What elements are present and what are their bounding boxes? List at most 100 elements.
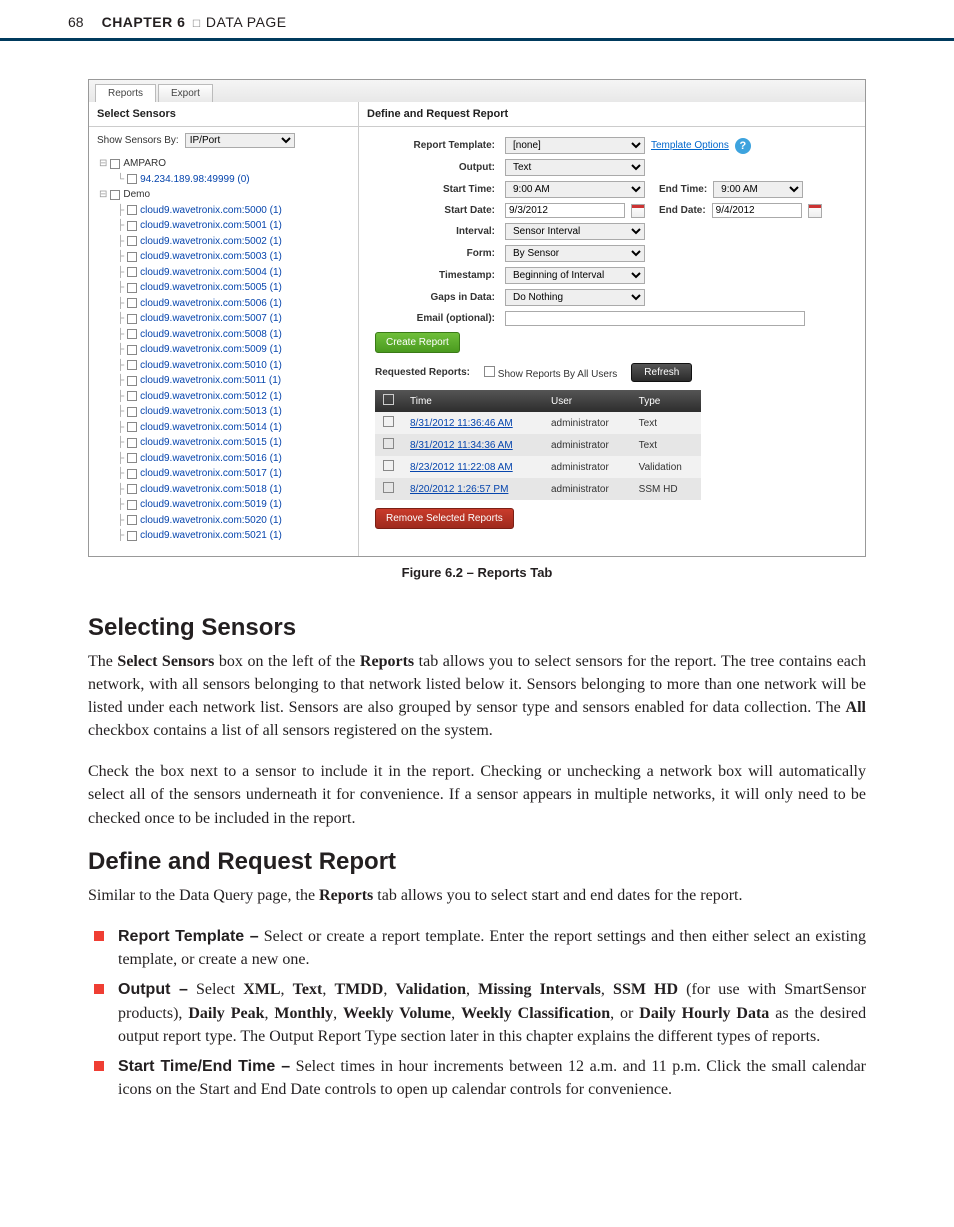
tree-checkbox[interactable]	[127, 298, 137, 308]
report-template-select[interactable]: [none]	[505, 137, 645, 154]
help-icon[interactable]: ?	[735, 138, 751, 154]
sensor-tree: ⊟AMPARO └94.234.189.98:49999 (0) ⊟Demo ├…	[89, 154, 358, 548]
remove-selected-button[interactable]: Remove Selected Reports	[375, 508, 514, 529]
form-select[interactable]: By Sensor	[505, 245, 645, 262]
tree-checkbox[interactable]	[127, 407, 137, 417]
cell-time[interactable]: 8/31/2012 11:34:36 AM	[402, 434, 543, 456]
select-sensors-title: Select Sensors	[89, 102, 358, 127]
cell-type: Text	[631, 434, 701, 456]
page-number: 68	[68, 14, 84, 30]
show-all-checkbox[interactable]	[484, 366, 495, 377]
output-select[interactable]: Text	[505, 159, 645, 176]
cell-time[interactable]: 8/23/2012 11:22:08 AM	[402, 456, 543, 478]
show-all-label: Show Reports By All Users	[498, 369, 618, 380]
tree-item-label: cloud9.wavetronix.com:5018 (1)	[140, 482, 282, 498]
gaps-select[interactable]: Do Nothing	[505, 289, 645, 306]
select-all-checkbox[interactable]	[383, 394, 394, 405]
cell-user: administrator	[543, 412, 631, 434]
tree-checkbox[interactable]	[127, 174, 137, 184]
tree-checkbox[interactable]	[127, 345, 137, 355]
tree-checkbox[interactable]	[127, 221, 137, 231]
tab-export[interactable]: Export	[158, 84, 213, 102]
form-label: Form:	[375, 248, 505, 259]
figure-caption: Figure 6.2 – Reports Tab	[88, 565, 866, 580]
cell-user: administrator	[543, 434, 631, 456]
tree-item-label: cloud9.wavetronix.com:5008 (1)	[140, 327, 282, 343]
row-checkbox[interactable]	[383, 460, 394, 471]
tree-checkbox[interactable]	[127, 283, 137, 293]
tree-checkbox[interactable]	[127, 438, 137, 448]
reports-screenshot: Reports Export Select Sensors Show Senso…	[88, 79, 866, 557]
start-date-input[interactable]	[505, 203, 625, 218]
email-input[interactable]	[505, 311, 805, 326]
page-header: 68 CHAPTER 6 ☐ DATA PAGE	[0, 0, 954, 41]
timestamp-select[interactable]: Beginning of Interval	[505, 267, 645, 284]
tree-checkbox[interactable]	[127, 267, 137, 277]
tree-checkbox[interactable]	[127, 236, 137, 246]
end-time-select[interactable]: 9:00 AM	[713, 181, 803, 198]
email-label: Email (optional):	[375, 313, 505, 324]
show-sensors-by-select[interactable]: IP/Port	[185, 133, 295, 148]
col-time: Time	[402, 390, 543, 412]
tab-reports[interactable]: Reports	[95, 84, 156, 102]
interval-select[interactable]: Sensor Interval	[505, 223, 645, 240]
row-checkbox[interactable]	[383, 438, 394, 449]
tree-item-label: cloud9.wavetronix.com:5020 (1)	[140, 513, 282, 529]
chapter-title: DATA PAGE	[206, 14, 287, 30]
tree-item-label: cloud9.wavetronix.com:5002 (1)	[140, 234, 282, 250]
template-options-link[interactable]: Template Options	[651, 140, 729, 151]
tree-item-label: cloud9.wavetronix.com:5017 (1)	[140, 466, 282, 482]
tree-checkbox[interactable]	[127, 500, 137, 510]
bullet-output: Output – Select XML, Text, TMDD, Validat…	[88, 978, 866, 1048]
chapter-label: CHAPTER 6	[102, 14, 186, 30]
tree-item-label: cloud9.wavetronix.com:5016 (1)	[140, 451, 282, 467]
end-date-label: End Date:	[659, 205, 706, 216]
tree-checkbox[interactable]	[110, 190, 120, 200]
cell-time[interactable]: 8/31/2012 11:36:46 AM	[402, 412, 543, 434]
table-row[interactable]: 8/31/2012 11:34:36 AMadministratorText	[375, 434, 701, 456]
tree-item-label: cloud9.wavetronix.com:5021 (1)	[140, 528, 282, 544]
cell-type: SSM HD	[631, 478, 701, 500]
chapter-separator: ☐	[189, 19, 205, 30]
tree-checkbox[interactable]	[127, 484, 137, 494]
tree-checkbox[interactable]	[127, 314, 137, 324]
tree-checkbox[interactable]	[127, 469, 137, 479]
tree-checkbox[interactable]	[127, 205, 137, 215]
tree-item-label: cloud9.wavetronix.com:5010 (1)	[140, 358, 282, 374]
tree-checkbox[interactable]	[127, 252, 137, 262]
cell-time[interactable]: 8/20/2012 1:26:57 PM	[402, 478, 543, 500]
refresh-button[interactable]: Refresh	[631, 363, 692, 382]
table-row[interactable]: 8/31/2012 11:36:46 AMadministratorText	[375, 412, 701, 434]
select-sensors-panel: Select Sensors Show Sensors By: IP/Port …	[89, 102, 359, 556]
tree-checkbox[interactable]	[127, 360, 137, 370]
start-time-select[interactable]: 9:00 AM	[505, 181, 645, 198]
bullet-list: Report Template – Select or create a rep…	[88, 925, 866, 1101]
define-report-title: Define and Request Report	[359, 102, 865, 127]
timestamp-label: Timestamp:	[375, 270, 505, 281]
tree-checkbox[interactable]	[127, 376, 137, 386]
requested-reports-label: Requested Reports:	[375, 367, 470, 378]
gaps-label: Gaps in Data:	[375, 292, 505, 303]
tree-checkbox[interactable]	[110, 159, 120, 169]
tree-checkbox[interactable]	[127, 531, 137, 541]
tree-checkbox[interactable]	[127, 391, 137, 401]
bullet-start-end-time: Start Time/End Time – Select times in ho…	[88, 1055, 866, 1101]
calendar-icon[interactable]	[631, 204, 645, 218]
tree-item-label: cloud9.wavetronix.com:5012 (1)	[140, 389, 282, 405]
create-report-button[interactable]: Create Report	[375, 332, 460, 353]
tree-item-label: cloud9.wavetronix.com:5006 (1)	[140, 296, 282, 312]
table-row[interactable]: 8/23/2012 11:22:08 AMadministratorValida…	[375, 456, 701, 478]
calendar-icon[interactable]	[808, 204, 822, 218]
show-sensors-by-label: Show Sensors By:	[97, 135, 179, 146]
tree-item-label: cloud9.wavetronix.com:5009 (1)	[140, 342, 282, 358]
tree-checkbox[interactable]	[127, 515, 137, 525]
end-date-input[interactable]	[712, 203, 802, 218]
table-row[interactable]: 8/20/2012 1:26:57 PMadministratorSSM HD	[375, 478, 701, 500]
tree-item-label: cloud9.wavetronix.com:5003 (1)	[140, 249, 282, 265]
tree-checkbox[interactable]	[127, 422, 137, 432]
tree-checkbox[interactable]	[127, 453, 137, 463]
row-checkbox[interactable]	[383, 482, 394, 493]
tree-checkbox[interactable]	[127, 329, 137, 339]
row-checkbox[interactable]	[383, 416, 394, 427]
interval-label: Interval:	[375, 226, 505, 237]
